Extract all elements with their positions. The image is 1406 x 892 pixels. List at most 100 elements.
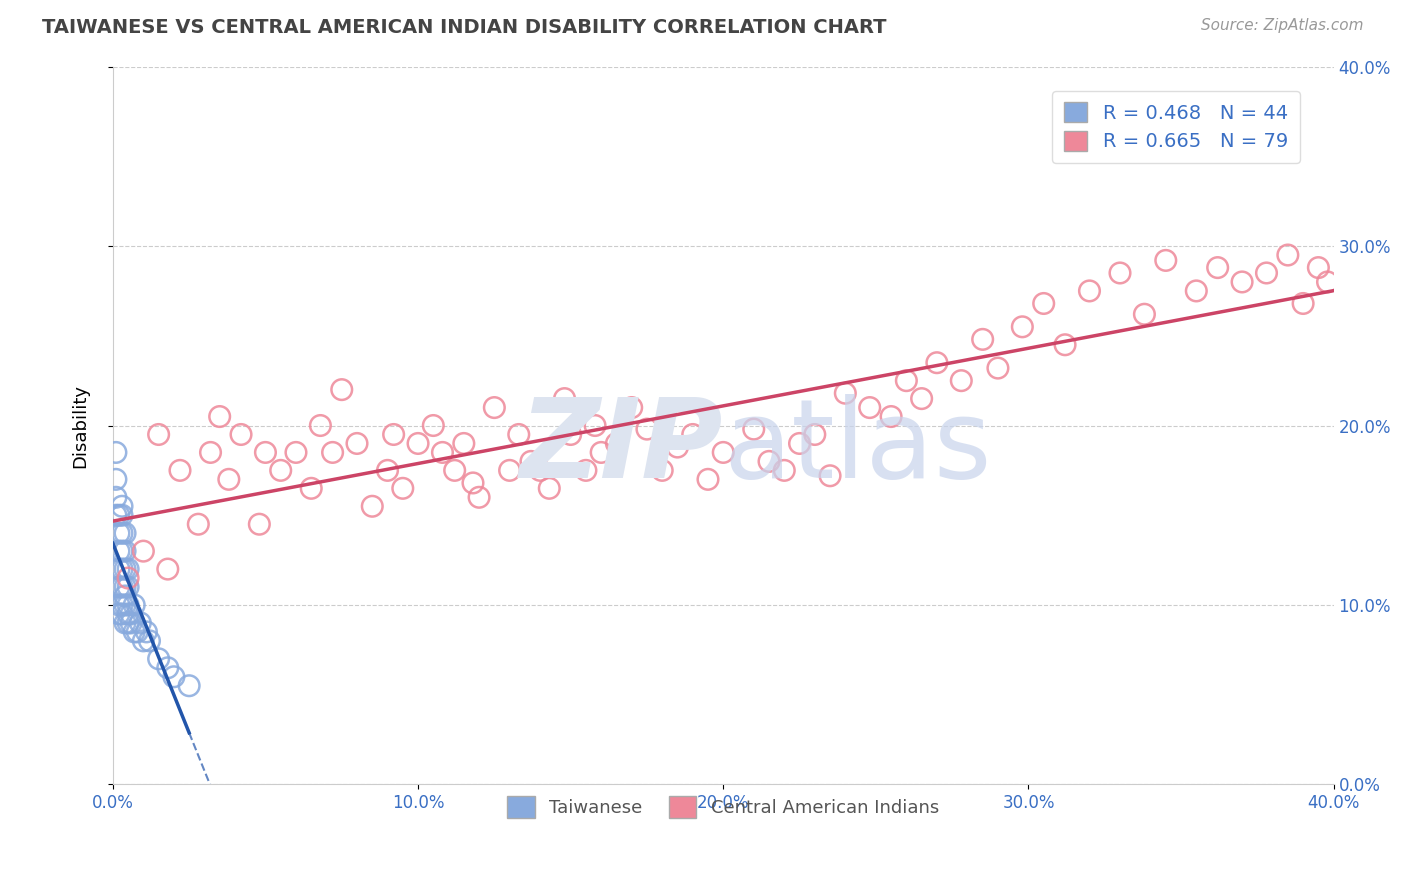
Point <box>1256 266 1278 280</box>
Point <box>896 374 918 388</box>
Point <box>114 544 136 558</box>
Point <box>1316 275 1339 289</box>
Point <box>910 392 932 406</box>
Point <box>987 361 1010 376</box>
Point <box>156 562 179 576</box>
Y-axis label: Disability: Disability <box>72 384 89 467</box>
Point <box>111 508 134 523</box>
Point <box>1230 275 1253 289</box>
Point <box>111 598 134 612</box>
Point <box>108 598 131 612</box>
Point <box>111 544 134 558</box>
Point <box>1011 319 1033 334</box>
Point <box>651 463 673 477</box>
Point <box>120 615 142 630</box>
Point <box>229 427 252 442</box>
Point <box>382 427 405 442</box>
Point <box>309 418 332 433</box>
Point <box>148 652 170 666</box>
Point <box>880 409 903 424</box>
Point <box>1154 253 1177 268</box>
Point <box>114 589 136 603</box>
Point <box>1032 296 1054 310</box>
Point <box>129 615 152 630</box>
Point <box>138 633 160 648</box>
Point <box>247 517 270 532</box>
Point <box>583 418 606 433</box>
Point <box>104 491 127 505</box>
Point <box>361 500 384 514</box>
Text: TAIWANESE VS CENTRAL AMERICAN INDIAN DISABILITY CORRELATION CHART: TAIWANESE VS CENTRAL AMERICAN INDIAN DIS… <box>42 18 887 37</box>
Point <box>200 445 222 459</box>
Point <box>108 580 131 594</box>
Text: ZIP: ZIP <box>520 393 723 500</box>
Point <box>498 463 520 477</box>
Text: atlas: atlas <box>723 393 991 500</box>
Point <box>104 445 127 459</box>
Point <box>135 624 157 639</box>
Point <box>111 500 134 514</box>
Point <box>1133 307 1156 321</box>
Point <box>117 571 139 585</box>
Point <box>758 454 780 468</box>
Point <box>950 374 973 388</box>
Point <box>132 544 155 558</box>
Point <box>187 517 209 532</box>
Point <box>468 491 491 505</box>
Point <box>117 607 139 621</box>
Point <box>108 508 131 523</box>
Point <box>453 436 475 450</box>
Point <box>322 445 344 459</box>
Point <box>127 624 149 639</box>
Legend: Taiwanese, Central American Indians: Taiwanese, Central American Indians <box>501 789 946 826</box>
Point <box>108 544 131 558</box>
Point <box>925 356 948 370</box>
Point <box>1185 284 1208 298</box>
Point <box>330 383 353 397</box>
Point <box>666 440 689 454</box>
Point <box>120 607 142 621</box>
Point <box>208 409 231 424</box>
Point <box>114 526 136 541</box>
Point <box>111 562 134 576</box>
Point <box>1292 296 1315 310</box>
Point <box>538 481 561 495</box>
Point <box>377 463 399 477</box>
Point <box>111 526 134 541</box>
Point <box>636 422 658 436</box>
Point <box>299 481 322 495</box>
Point <box>972 332 994 346</box>
Point <box>1054 338 1077 352</box>
Point <box>682 427 704 442</box>
Point <box>443 463 465 477</box>
Point <box>117 562 139 576</box>
Point <box>529 463 551 477</box>
Point <box>122 598 145 612</box>
Point <box>114 580 136 594</box>
Point <box>554 392 576 406</box>
Point <box>620 401 643 415</box>
Point <box>156 661 179 675</box>
Point <box>132 633 155 648</box>
Point <box>391 481 413 495</box>
Point <box>114 615 136 630</box>
Point <box>520 454 543 468</box>
Point <box>773 463 796 477</box>
Point <box>560 427 582 442</box>
Point <box>1078 284 1101 298</box>
Point <box>484 401 506 415</box>
Point <box>508 427 530 442</box>
Point <box>1277 248 1299 262</box>
Point <box>605 436 627 450</box>
Point <box>117 615 139 630</box>
Point <box>789 436 811 450</box>
Point <box>270 463 292 477</box>
Point <box>742 422 765 436</box>
Point <box>1308 260 1330 275</box>
Point <box>111 607 134 621</box>
Point <box>108 562 131 576</box>
Point <box>117 580 139 594</box>
Point <box>1109 266 1132 280</box>
Point <box>804 427 827 442</box>
Point <box>104 508 127 523</box>
